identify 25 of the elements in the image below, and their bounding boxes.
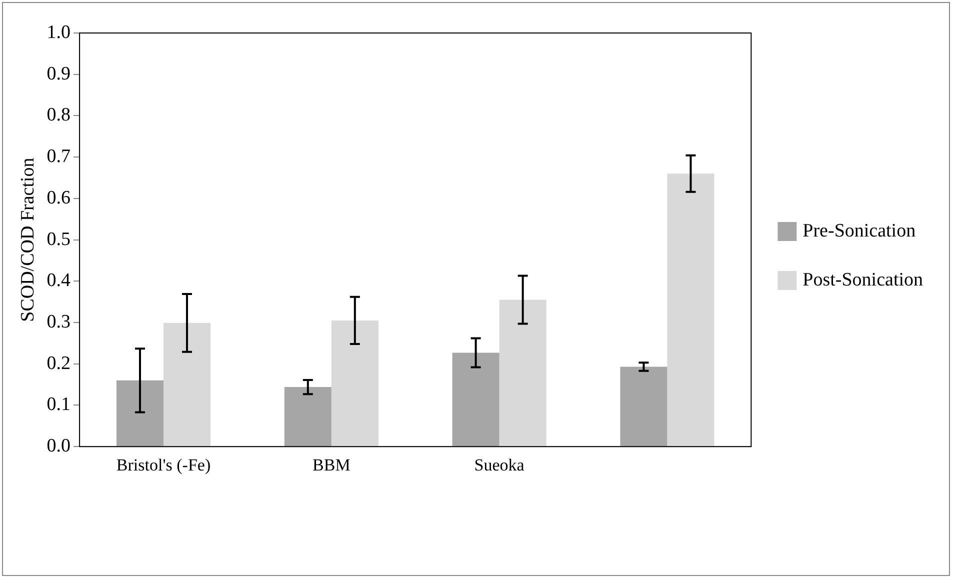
x-tick-label: BBM xyxy=(312,455,350,474)
y-tick-label: 0.9 xyxy=(46,63,71,84)
y-axis-title: SCOD/COD Fraction xyxy=(17,157,38,322)
bar xyxy=(667,174,714,446)
y-tick-label: 0.2 xyxy=(46,352,71,374)
bar xyxy=(452,352,500,446)
bar xyxy=(331,320,378,446)
y-tick-label: 0.6 xyxy=(46,187,71,208)
y-tick-label: 0.0 xyxy=(46,436,71,457)
bar xyxy=(620,366,668,446)
y-tick-label: 1.0 xyxy=(46,22,71,43)
x-tick-label: Bristol's (-Fe) xyxy=(116,455,211,474)
bar xyxy=(164,322,211,446)
bar xyxy=(284,387,332,446)
y-tick-label: 0.5 xyxy=(46,228,71,250)
y-tick-label: 0.3 xyxy=(46,312,71,333)
legend-label: Pre-Sonication xyxy=(802,220,916,242)
y-tick-label: 0.7 xyxy=(46,146,71,168)
legend-label: Post-Sonication xyxy=(802,269,924,290)
y-tick-label: 0.4 xyxy=(46,270,72,292)
y-tick-label: 0.1 xyxy=(46,394,71,416)
x-tick-label: Sueoka xyxy=(474,455,525,474)
bar xyxy=(116,380,164,446)
y-tick-label: 0.8 xyxy=(46,104,71,126)
bar xyxy=(499,300,546,446)
